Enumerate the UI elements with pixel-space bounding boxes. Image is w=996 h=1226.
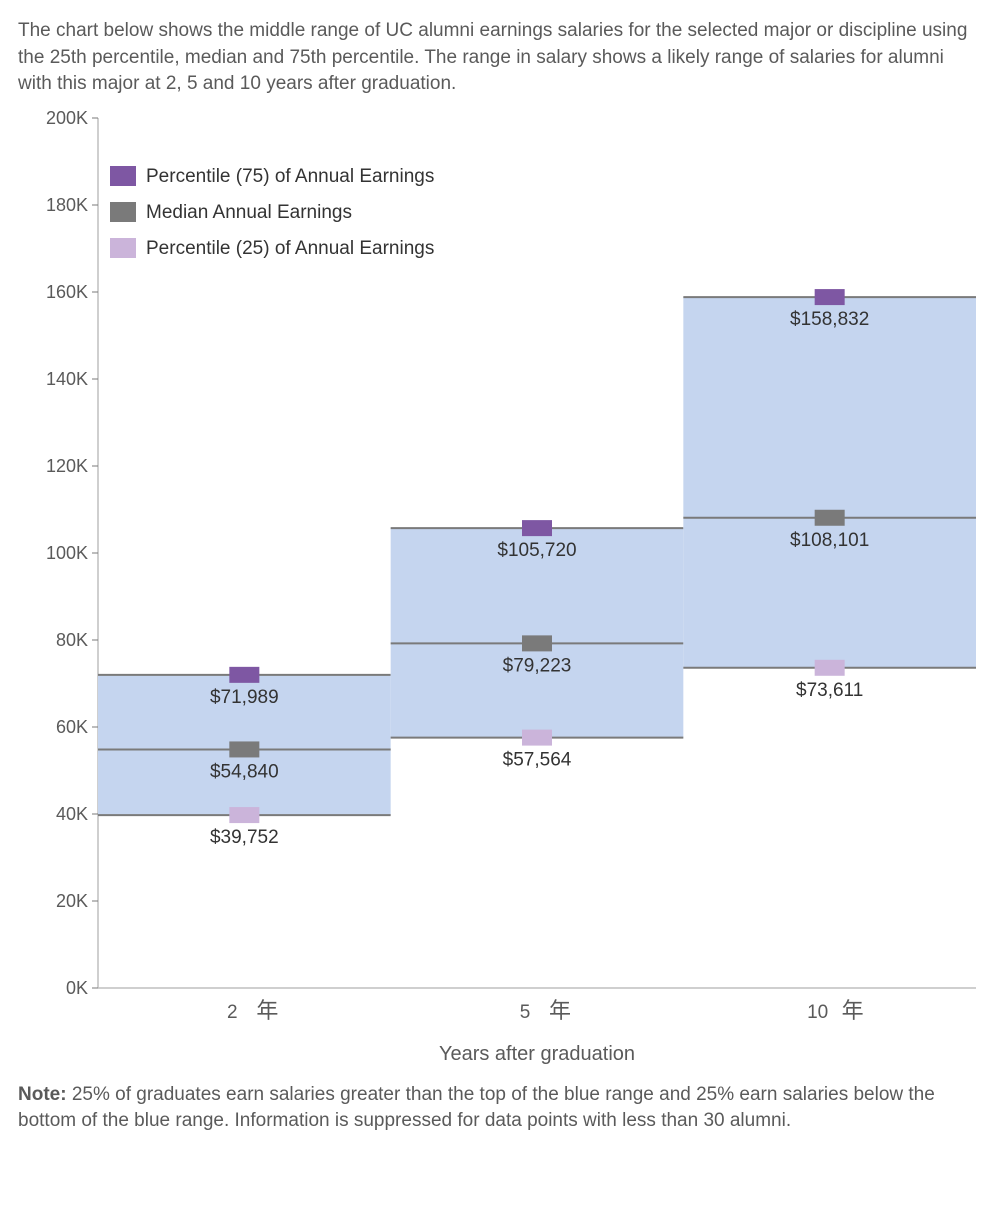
y-tick-label: 120K xyxy=(46,456,88,476)
x-category-suffix: 年 xyxy=(842,998,864,1023)
p75-marker xyxy=(815,289,845,305)
p75-value-label: $158,832 xyxy=(790,309,869,330)
legend-swatch xyxy=(110,202,136,222)
x-category-suffix: 年 xyxy=(256,998,278,1023)
note-body: 25% of graduates earn salaries greater t… xyxy=(18,1084,935,1132)
p25-marker xyxy=(522,729,552,745)
y-tick-label: 100K xyxy=(46,543,88,563)
y-tick-label: 80K xyxy=(56,630,88,650)
x-category-label: 5 xyxy=(520,1002,531,1023)
median-marker xyxy=(522,635,552,651)
median-value-label: $108,101 xyxy=(790,530,869,551)
y-tick-label: 160K xyxy=(46,282,88,302)
y-tick-label: 180K xyxy=(46,195,88,215)
range-band xyxy=(683,297,976,668)
x-category-label: 10 xyxy=(807,1002,828,1023)
intro-text: The chart below shows the middle range o… xyxy=(18,18,978,98)
p75-value-label: $71,989 xyxy=(210,687,279,708)
p75-value-label: $105,720 xyxy=(497,540,576,561)
earnings-chart: 0K 20K 40K 60K 80K 100K 120K 140K 160K 180K 200K $7… xyxy=(18,108,978,1068)
p75-marker xyxy=(229,667,259,683)
median-marker xyxy=(815,510,845,526)
p75-marker xyxy=(522,520,552,536)
median-marker xyxy=(229,741,259,757)
legend-label: Percentile (25) of Annual Earnings xyxy=(146,238,434,259)
median-value-label: $79,223 xyxy=(503,655,572,676)
note-prefix: Note: xyxy=(18,1084,67,1105)
p25-value-label: $73,611 xyxy=(796,680,863,701)
y-tick-label: 40K xyxy=(56,804,88,824)
p25-marker xyxy=(815,660,845,676)
p25-marker xyxy=(229,807,259,823)
x-category-suffix: 年 xyxy=(549,998,571,1023)
p25-value-label: $57,564 xyxy=(503,749,572,770)
legend-swatch xyxy=(110,166,136,186)
x-category-label: 2 xyxy=(227,1002,238,1023)
p25-value-label: $39,752 xyxy=(210,827,279,848)
legend-label: Median Annual Earnings xyxy=(146,202,352,223)
legend-swatch xyxy=(110,238,136,258)
y-tick-label: 60K xyxy=(56,717,88,737)
note-text: Note: 25% of graduates earn salaries gre… xyxy=(18,1082,978,1135)
y-tick-label: 140K xyxy=(46,369,88,389)
x-axis-title: Years after graduation xyxy=(439,1043,635,1065)
legend-label: Percentile (75) of Annual Earnings xyxy=(146,166,434,187)
y-tick-label: 20K xyxy=(56,891,88,911)
y-tick-label: 0K xyxy=(66,978,88,998)
median-value-label: $54,840 xyxy=(210,761,279,782)
y-tick-label: 200K xyxy=(46,108,88,128)
